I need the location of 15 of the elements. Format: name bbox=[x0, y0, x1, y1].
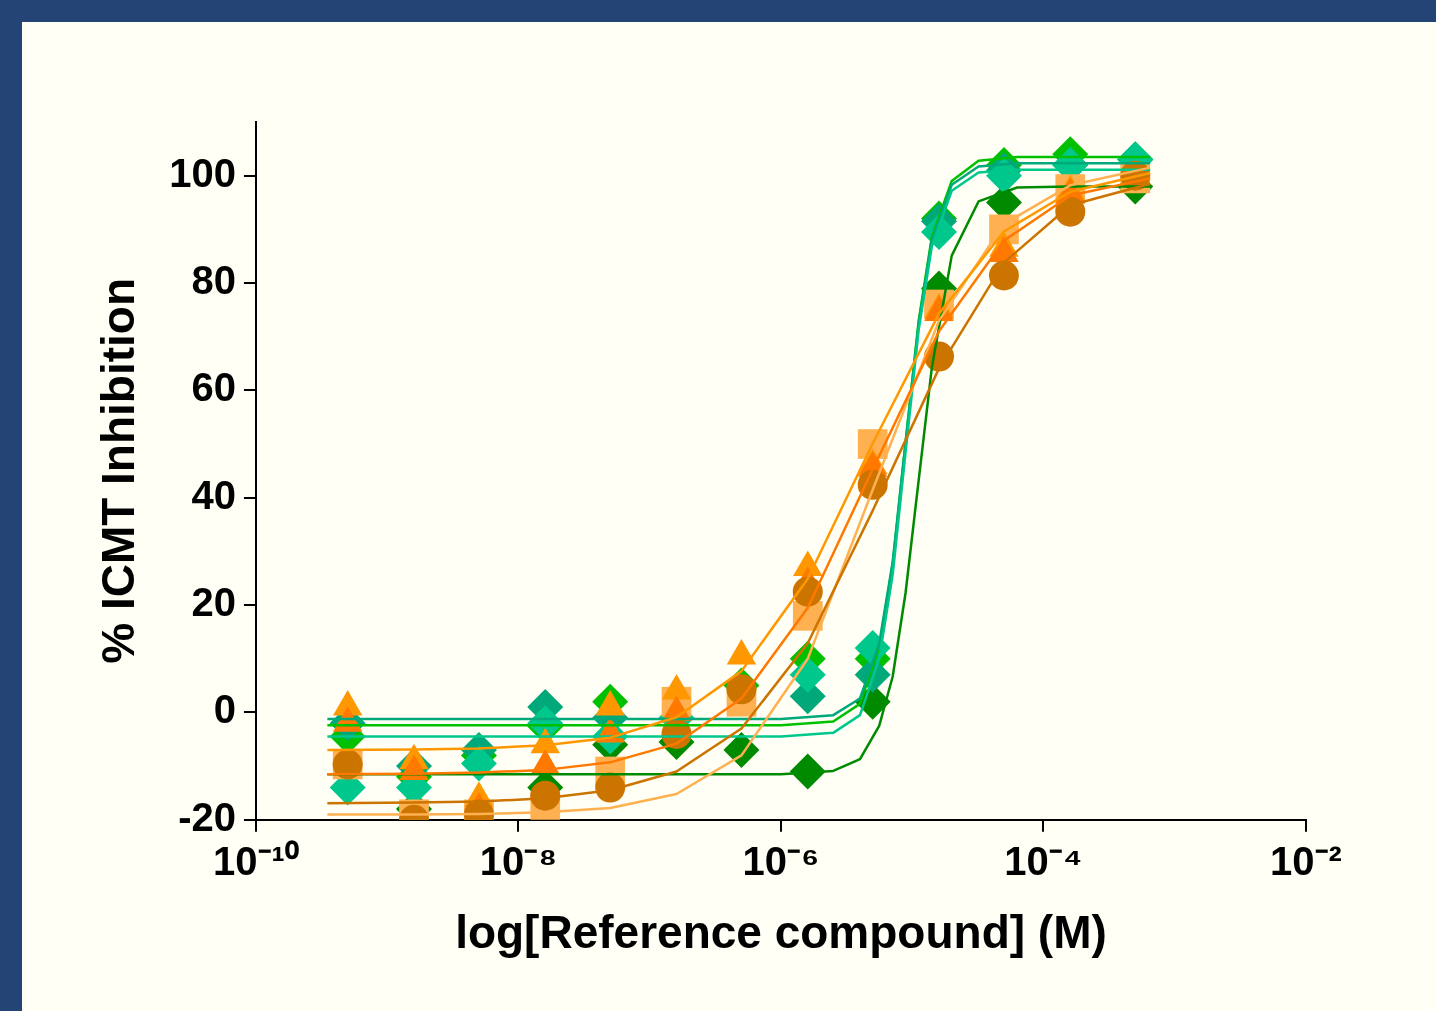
x-axis-title: log[Reference compound] (M) bbox=[455, 906, 1107, 959]
x-tick-label: 10⁻⁶ bbox=[742, 838, 820, 883]
x-tick-label: 10⁻⁴ bbox=[1004, 838, 1083, 883]
y-tick-label: -20 bbox=[178, 794, 236, 839]
x-tick-label: 10⁻² bbox=[1270, 838, 1342, 883]
y-tick-label: 100 bbox=[169, 150, 236, 195]
y-tick-label: 60 bbox=[191, 365, 236, 410]
x-tick-label: 10⁻⁸ bbox=[479, 838, 558, 883]
y-tick-label: 80 bbox=[191, 258, 236, 303]
y-tick-label: 20 bbox=[191, 580, 236, 625]
y-tick-label: 40 bbox=[191, 472, 236, 517]
x-tick-label: 10⁻¹⁰ bbox=[213, 838, 299, 883]
y-axis-title: % ICMT Inhibition bbox=[92, 277, 145, 664]
y-tick-label: 0 bbox=[213, 687, 236, 732]
point bbox=[988, 260, 1019, 291]
